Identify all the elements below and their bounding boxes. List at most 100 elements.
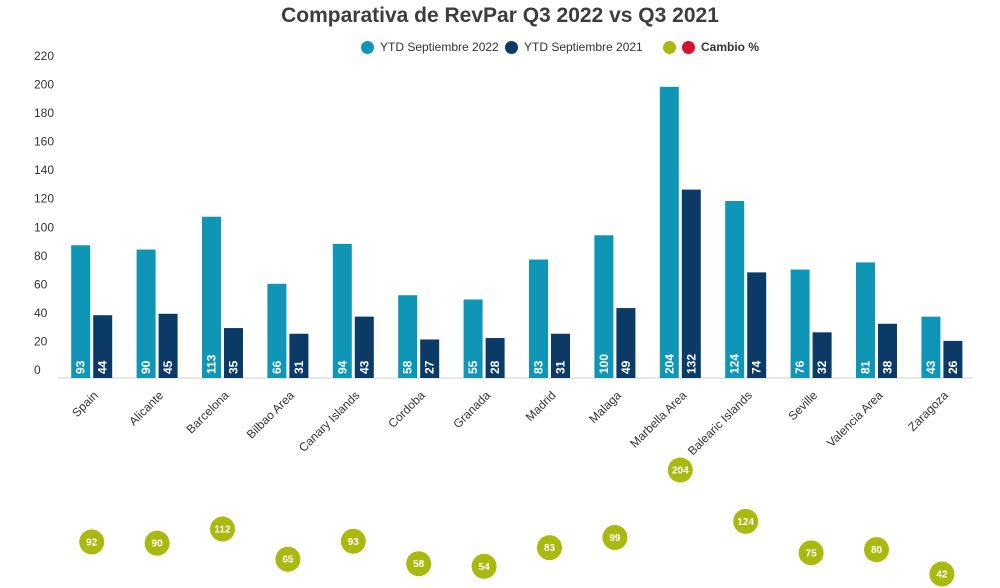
x-tick-label-granada: Granada <box>450 388 493 431</box>
cambio-bubble-cordoba <box>406 551 432 577</box>
legend-label-2021: YTD Septiembre 2021 <box>524 40 643 54</box>
bar-label-2021: 38 <box>881 360 895 374</box>
y-tick-label: 200 <box>34 78 54 92</box>
legend-label-cambio: Cambio % <box>701 40 760 54</box>
cambio-bubble-label: 204 <box>672 466 689 477</box>
bar-label-2021: 45 <box>161 360 175 374</box>
legend-swatch-2022-icon <box>361 40 374 54</box>
bar-label-2021: 35 <box>227 360 241 374</box>
bar-label-2021: 43 <box>357 360 371 374</box>
bar-label-2022: 83 <box>532 360 546 374</box>
legend-swatch-cambio-icon <box>663 40 676 54</box>
bar-label-2022: 90 <box>139 360 153 374</box>
bar-label-2022: 55 <box>466 360 480 374</box>
bar-2021-cordoba <box>420 339 440 378</box>
cambio-bubble-barcelona <box>210 516 235 542</box>
cambio-bubble-label: 90 <box>152 539 164 550</box>
bar-label-2021: 31 <box>292 360 306 374</box>
y-tick-label: 80 <box>34 249 48 263</box>
x-tick-label-marbella-area: Marbella Area <box>627 388 689 450</box>
bar-label-2022: 124 <box>728 354 742 374</box>
legend-swatch-2021-icon <box>505 40 518 54</box>
bar-label-2022: 76 <box>793 360 807 374</box>
bar-2021-granada <box>485 338 505 378</box>
bar-2022-malaga <box>594 235 614 378</box>
x-tick-label-madrid: Madrid <box>523 388 559 424</box>
bar-2021-canary-islands <box>354 316 374 378</box>
legend-item-cambio[interactable]: Cambio % <box>663 40 759 54</box>
cambio-bubble-spain <box>79 529 105 555</box>
x-tick-label-valencia-area: Valencia Area <box>824 388 886 450</box>
bar-2021-alicante <box>158 313 178 378</box>
cambio-bubble-label: 54 <box>479 562 491 573</box>
bar-2022-alicante <box>136 249 156 378</box>
cambio-bubble-malaga <box>602 524 628 550</box>
cambio-bubble-label: 92 <box>86 537 98 548</box>
bar-2022-cordoba <box>398 295 418 378</box>
cambio-bubble-label: 99 <box>609 533 621 544</box>
legend-label-2022: YTD Septiembre 2022 <box>380 40 499 54</box>
bar-label-2021: 28 <box>488 360 502 374</box>
x-tick-label-balearic-islands: Balearic Islands <box>685 388 755 458</box>
x-tick-label-barcelona: Barcelona <box>184 388 232 436</box>
bar-2021-balearic-islands <box>747 272 767 378</box>
y-tick-label: 140 <box>34 163 54 177</box>
bar-label-2022: 113 <box>205 354 219 374</box>
bar-label-2022: 81 <box>859 360 873 374</box>
cambio-bubble-valencia-area <box>864 537 889 563</box>
x-tick-label-spain: Spain <box>69 388 101 420</box>
cambio-bubble-label: 124 <box>737 517 754 528</box>
cambio-bubble-bilbao-area <box>275 546 301 572</box>
legend-item-2022[interactable]: YTD Septiembre 2022 <box>361 40 499 54</box>
bar-label-2021: 132 <box>684 354 698 374</box>
bar-2022-seville <box>790 269 810 378</box>
bar-label-2022: 100 <box>597 354 611 374</box>
bar-label-2022: 204 <box>662 354 676 374</box>
bar-2021-seville <box>812 332 832 378</box>
bar-2021-barcelona <box>224 328 243 378</box>
bar-2022-spain <box>71 245 91 378</box>
bar-2021-marbella-area <box>681 189 701 378</box>
bar-2022-bilbao-area <box>267 283 287 378</box>
bar-2022-madrid <box>529 259 548 378</box>
bar-2022-barcelona <box>202 216 221 378</box>
bar-2021-spain <box>93 315 113 378</box>
y-tick-label: 180 <box>34 106 54 120</box>
cambio-bubble-label: 83 <box>544 543 556 554</box>
bar-2022-granada <box>463 299 483 378</box>
y-tick-label: 40 <box>34 306 48 320</box>
x-tick-label-cordoba: Cordoba <box>385 388 428 431</box>
bar-2022-valencia-area <box>856 262 875 378</box>
bar-label-2021: 31 <box>554 360 568 374</box>
x-tick-label-bilbao-area: Bilbao Area <box>244 388 298 442</box>
cambio-bubble-label: 58 <box>413 559 425 570</box>
x-tick-label-alicante: Alicante <box>126 388 166 428</box>
y-tick-label: 220 <box>34 49 54 63</box>
y-tick-label: 60 <box>34 277 48 291</box>
y-tick-label: 100 <box>34 220 54 234</box>
cambio-bubble-label: 65 <box>282 555 294 566</box>
bar-label-2021: 27 <box>423 360 437 374</box>
cambio-bubble-granada <box>471 553 497 579</box>
cambio-bubble-madrid <box>537 535 562 561</box>
x-tick-label-malaga: Malaga <box>586 388 624 426</box>
y-tick-label: 0 <box>34 363 41 377</box>
y-tick-label: 20 <box>34 334 48 348</box>
bar-2021-bilbao-area <box>289 333 309 378</box>
cambio-bubble-balearic-islands <box>733 508 759 534</box>
legend: YTD Septiembre 2022 YTD Septiembre 2021 … <box>0 40 1000 58</box>
bar-2022-canary-islands <box>332 243 352 378</box>
legend-item-2021[interactable]: YTD Septiembre 2021 <box>505 40 643 54</box>
bar-label-2021: 26 <box>946 360 960 374</box>
bar-label-2021: 32 <box>815 360 829 374</box>
x-tick-label-seville: Seville <box>785 388 820 423</box>
cambio-bubble-marbella-area <box>667 457 693 483</box>
cambio-bubble-label: 80 <box>871 545 883 556</box>
bar-2021-madrid <box>551 333 570 378</box>
legend-swatch-cambio-alt-icon <box>682 40 695 54</box>
bar-label-2021: 74 <box>750 360 764 374</box>
bar-label-2022: 58 <box>401 360 415 374</box>
y-tick-label: 120 <box>34 192 54 206</box>
bar-label-2022: 94 <box>335 360 349 374</box>
